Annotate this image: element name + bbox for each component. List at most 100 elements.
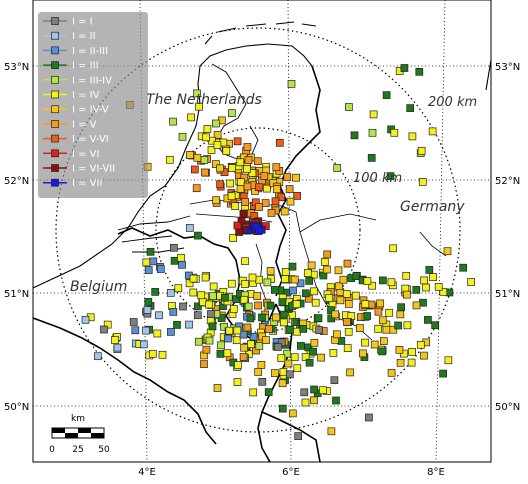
report-marker — [193, 153, 202, 162]
report-marker — [144, 266, 153, 274]
report-marker — [278, 404, 287, 413]
scale-segment — [52, 428, 65, 433]
report-marker — [350, 131, 359, 140]
report-marker — [254, 301, 262, 310]
legend-entry: I = V — [43, 119, 97, 130]
report-marker — [187, 113, 195, 122]
report-marker — [419, 298, 427, 307]
report-marker — [301, 289, 310, 298]
report-marker — [225, 326, 234, 335]
report-marker — [345, 103, 353, 111]
report-marker — [205, 300, 213, 309]
report-marker — [244, 302, 253, 311]
report-marker — [229, 305, 238, 313]
report-marker — [222, 147, 231, 155]
report-marker — [179, 302, 187, 311]
report-marker — [290, 353, 299, 362]
border-de-east — [485, 59, 491, 91]
legend-swatch — [51, 17, 59, 25]
report-marker — [258, 313, 266, 322]
report-marker — [217, 341, 225, 350]
coastline — [33, 43, 313, 289]
report-marker — [236, 185, 245, 193]
report-marker — [311, 298, 320, 307]
report-marker — [233, 378, 242, 386]
report-marker — [178, 132, 187, 141]
report-marker — [201, 168, 209, 177]
report-marker — [333, 164, 342, 172]
report-marker — [310, 287, 318, 296]
report-marker — [330, 376, 339, 385]
report-marker — [231, 202, 240, 211]
legend-label: I = IV — [72, 90, 100, 101]
report-marker — [327, 427, 336, 436]
report-marker — [363, 277, 372, 285]
report-marker — [246, 314, 255, 323]
lat-label-left: 50°N — [4, 402, 29, 413]
report-marker — [260, 172, 269, 180]
report-marker — [195, 102, 203, 111]
report-marker — [389, 325, 398, 334]
report-marker — [378, 316, 387, 325]
report-marker — [374, 307, 383, 316]
report-marker — [244, 156, 253, 164]
report-marker — [224, 334, 232, 343]
report-marker — [319, 386, 327, 395]
report-marker — [177, 253, 185, 262]
report-marker — [272, 185, 281, 194]
border-be-fr — [33, 317, 217, 445]
lat-label-left: 53°N — [4, 62, 29, 73]
report-marker — [235, 228, 243, 236]
legend-label: I = IV-V — [72, 105, 109, 116]
country-label-netherlands: The Netherlands — [146, 92, 262, 108]
report-marker — [285, 370, 294, 379]
report-marker — [200, 156, 209, 164]
report-marker — [270, 286, 279, 294]
report-marker — [197, 291, 206, 300]
report-marker — [439, 287, 448, 296]
report-marker — [301, 398, 310, 407]
report-marker — [292, 300, 301, 309]
report-marker — [346, 368, 354, 377]
report-marker — [216, 180, 224, 189]
report-marker — [241, 198, 250, 206]
report-marker — [412, 286, 421, 294]
legend-entry: I = II — [43, 31, 96, 42]
report-marker — [220, 322, 228, 331]
report-marker — [422, 283, 430, 292]
report-marker — [194, 337, 203, 346]
legend-label: I = VI — [72, 149, 99, 160]
report-marker — [425, 266, 434, 274]
report-marker — [368, 128, 377, 137]
report-marker — [208, 322, 217, 331]
report-marker — [403, 290, 411, 299]
report-marker — [240, 343, 248, 352]
report-marker — [329, 349, 338, 357]
lat-label-right: 51°N — [495, 289, 520, 300]
lat-label-right: 53°N — [495, 62, 520, 73]
report-marker — [310, 338, 319, 347]
report-marker — [81, 315, 90, 324]
report-marker — [243, 182, 252, 191]
report-marker — [233, 221, 242, 230]
legend-swatch — [51, 90, 59, 99]
scale-tick: 25 — [72, 445, 83, 455]
scale-tick: 0 — [49, 445, 55, 455]
report-marker — [255, 342, 264, 350]
map-frame — [32, 0, 492, 463]
report-marker — [429, 273, 437, 281]
report-marker — [327, 314, 336, 323]
legend-swatch — [51, 134, 59, 143]
legend-entry: I = V-VI — [43, 134, 109, 145]
report-marker — [166, 289, 175, 297]
report-marker — [212, 160, 220, 168]
report-marker — [234, 361, 242, 369]
report-marker — [387, 278, 396, 287]
report-marker — [264, 388, 273, 396]
report-marker — [428, 127, 437, 136]
report-marker — [170, 243, 178, 252]
report-marker — [343, 259, 352, 268]
report-marker — [190, 165, 199, 174]
report-marker — [385, 308, 394, 317]
report-marker — [412, 301, 421, 310]
